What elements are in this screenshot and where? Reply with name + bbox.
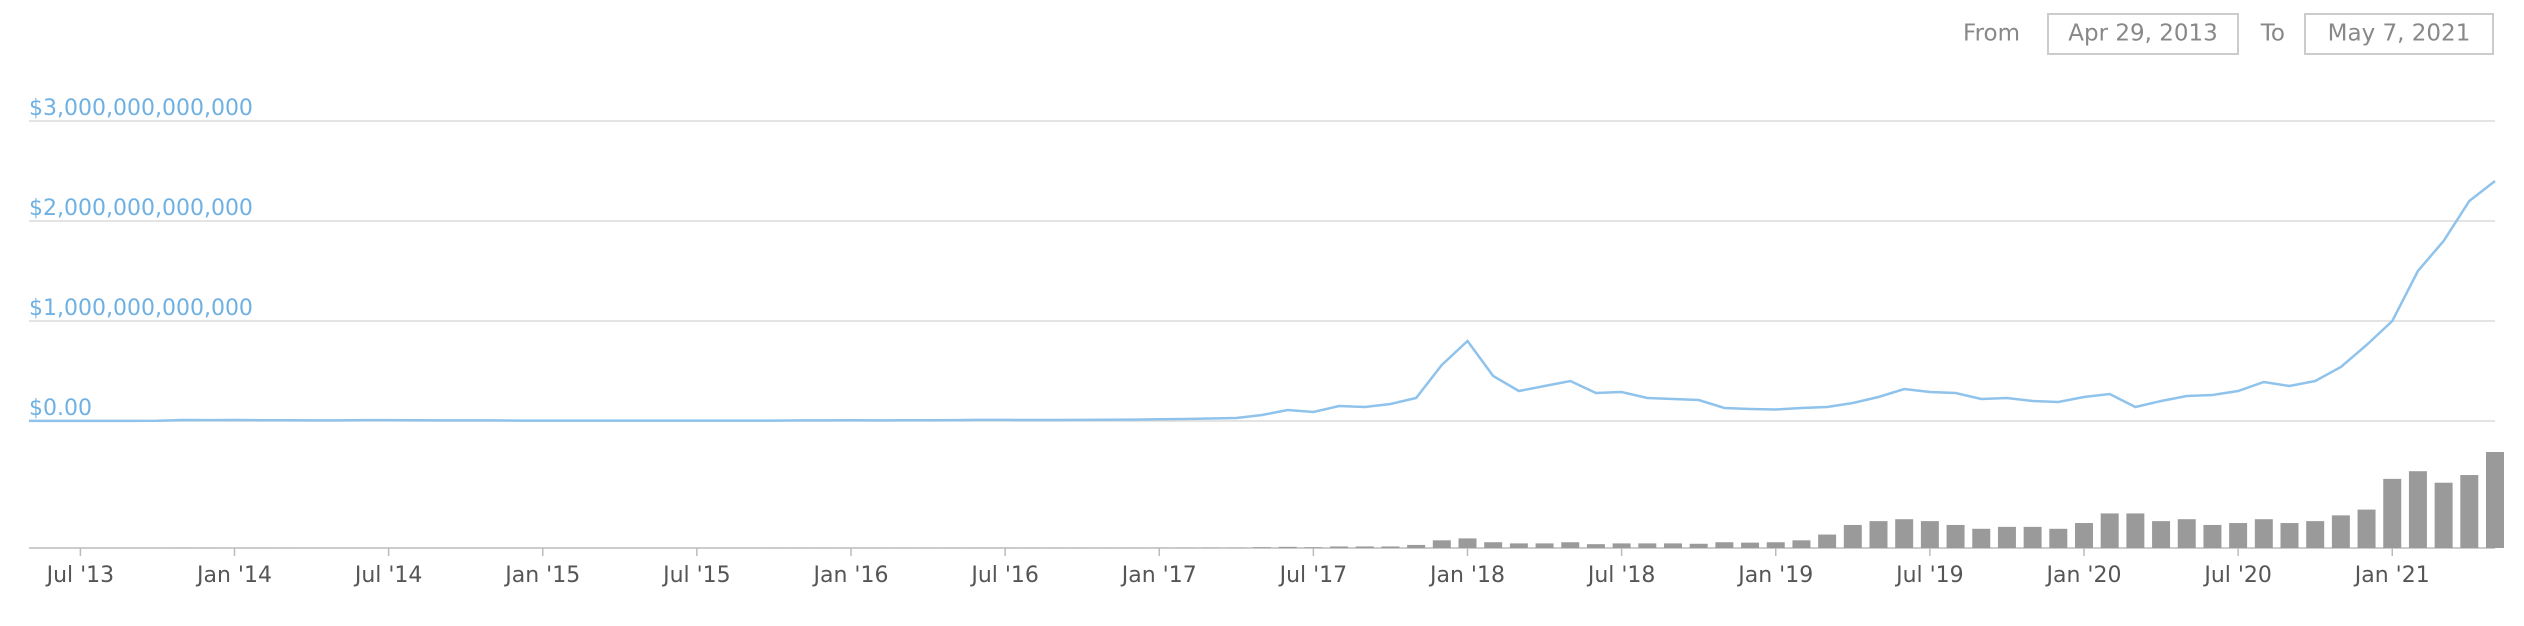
x-tick-label: Jan '18 [1428,563,1505,588]
volume-bar [2486,452,2504,548]
volume-bar [1459,538,1477,548]
from-label: From [1963,21,2020,47]
y-tick-label: $2,000,000,000,000 [29,196,253,221]
volume-bar [1870,521,1888,548]
x-tick-label: Jul '13 [45,563,115,588]
volume-bar [2435,483,2453,548]
volume-bar [2460,475,2478,548]
volume-bar [2281,523,2299,548]
x-tick-label: Jul '20 [2202,563,2272,588]
volume-bar [2101,513,2119,548]
volume-bar [2126,513,2144,548]
volume-bar [1381,546,1399,548]
volume-bar [2409,471,2427,548]
volume-bar [2306,521,2324,548]
x-tick-label: Jan '19 [1736,563,1813,588]
x-tick-label: Jan '20 [2045,563,2122,588]
volume-bar [1484,542,1502,548]
volume-bar [1972,529,1990,548]
x-tick-label: Jul '18 [1586,563,1656,588]
x-tick-label: Jul '16 [969,563,1039,588]
volume-bar [1253,547,1271,548]
to-value[interactable]: May 7, 2021 [2328,21,2471,47]
volume-bar [2383,479,2401,548]
x-tick-label: Jan '15 [503,563,580,588]
x-tick-label: Jan '16 [812,563,889,588]
y-tick-label: $0.00 [29,396,92,421]
x-tick-label: Jul '14 [353,563,423,588]
volume-bar [1741,543,1759,548]
volume-bar [1613,543,1631,548]
volume-bar [1330,546,1348,548]
volume-bar [1561,542,1579,548]
volume-bar [1844,525,1862,548]
volume-bar [2255,519,2273,548]
x-tick-label: Jan '17 [1120,563,1197,588]
volume-bar [1279,547,1297,548]
volume-bar [1304,547,1322,548]
volume-bar [2178,519,2196,548]
volume-bar [1921,521,1939,548]
volume-bar [1407,545,1425,548]
volume-bar [1356,546,1374,548]
volume-bar [1818,535,1836,548]
volume-bar [1998,527,2016,548]
volume-bar [1510,543,1528,548]
volume-bar [2358,510,2376,548]
volume-bar [2152,521,2170,548]
to-label: To [2260,21,2285,47]
y-tick-label: $1,000,000,000,000 [29,296,253,321]
x-tick-label: Jan '14 [195,563,272,588]
x-tick-label: Jul '15 [661,563,731,588]
volume-bar [1792,540,1810,548]
volume-bar [2075,523,2093,548]
volume-bar [2203,525,2221,548]
volume-bar [2024,527,2042,548]
volume-bar [1690,544,1708,548]
volume-bar [1587,544,1605,548]
volume-bar [2229,523,2247,548]
volume-bar [1638,543,1656,548]
x-tick-label: Jan '21 [2353,563,2430,588]
volume-bar [1947,525,1965,548]
volume-bar [1715,542,1733,548]
x-tick-label: Jul '19 [1894,563,1964,588]
volume-bar [1895,519,1913,548]
volume-bar [1433,540,1451,548]
volume-bar [1536,543,1554,548]
volume-bar [2049,529,2067,548]
volume-bar [1664,543,1682,548]
x-tick-label: Jul '17 [1278,563,1348,588]
y-tick-label: $3,000,000,000,000 [29,96,253,121]
volume-bar [1767,542,1785,548]
from-value[interactable]: Apr 29, 2013 [2068,21,2218,47]
market-cap-line [29,181,2495,421]
volume-bar [2332,515,2350,548]
